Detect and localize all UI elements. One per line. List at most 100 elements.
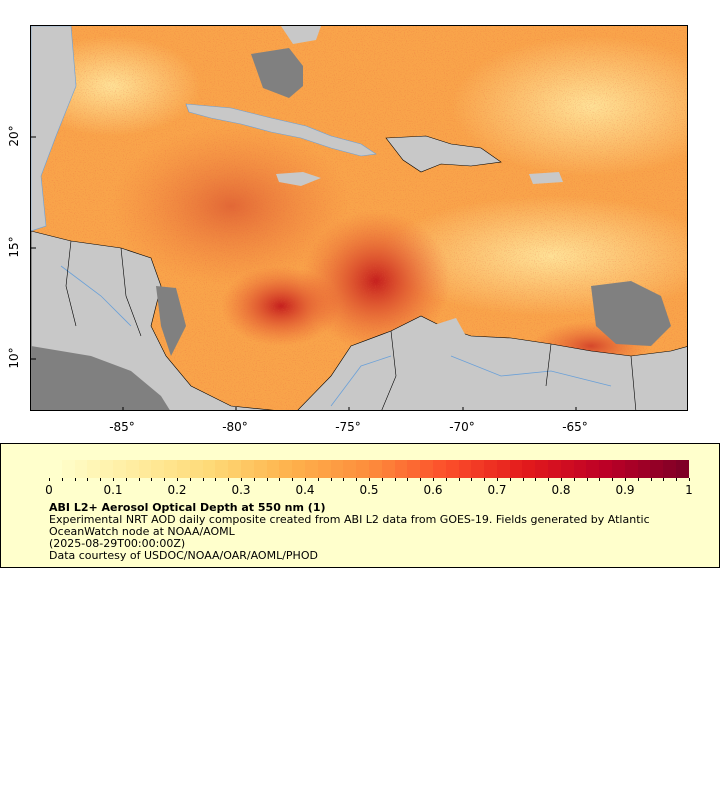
colorbar-minor-tick	[458, 478, 460, 481]
colorbar-cell	[445, 460, 459, 478]
colorbar-tick-label: 1	[685, 483, 693, 497]
colorbar-minor-tick	[305, 478, 306, 481]
colorbar-tick-label: 0.5	[359, 483, 379, 497]
colorbar-ticks: 0 0.1 0.2 0.3 0.4 0.5 0.6 0.7 0.8 0.9 1	[45, 478, 693, 498]
colorbar-cell	[381, 460, 395, 478]
colorbar-cell	[663, 460, 677, 478]
colorbar-minor-tick	[586, 478, 588, 481]
colorbar-cell	[599, 460, 613, 478]
colorbar-cell	[279, 460, 293, 478]
no-data-patch-southeast	[591, 281, 671, 346]
puerto-rico-landmass	[529, 172, 563, 184]
legend-credit: Data courtesy of USDOC/NOAA/OAR/AOML/PHO…	[49, 549, 318, 562]
legend-desc-line: Experimental NRT AOD daily composite cre…	[49, 513, 650, 538]
colorbar-minor-tick	[151, 478, 153, 481]
colorbar-cell	[548, 460, 561, 478]
colorbar-cell	[624, 460, 638, 478]
colorbar-minor-tick	[215, 478, 217, 481]
x-tick-label: -70°	[449, 420, 475, 434]
rivers	[60, 265, 612, 407]
colorbar-cell	[74, 460, 88, 478]
colorbar-tick-label: 0.3	[231, 483, 251, 497]
colorbar-minor-tick	[330, 478, 332, 481]
colorbar-minor-tick	[61, 478, 63, 481]
colorbar-minor-tick	[394, 478, 396, 481]
colorbar-cell	[471, 460, 485, 478]
colorbar-cell	[420, 460, 433, 478]
colorbar-minor-tick	[471, 478, 473, 481]
colorbar-cell	[202, 460, 216, 478]
colorbar-minor-tick	[356, 478, 358, 481]
colorbar-minor-tick	[573, 478, 575, 481]
colorbar-cell	[535, 460, 549, 478]
legend-description: Experimental NRT AOD daily composite cre…	[49, 514, 689, 562]
colorbar-cell	[637, 460, 651, 478]
colorbar-cell	[176, 460, 190, 478]
hispaniola-landmass	[385, 135, 502, 173]
colorbar-minor-tick	[202, 478, 204, 481]
colorbar-minor-tick	[484, 478, 486, 481]
colorbar-cell	[112, 460, 126, 478]
colorbar-cell	[676, 460, 689, 478]
colorbar-minor-tick	[189, 478, 191, 481]
colorbar-minor-tick	[535, 478, 537, 481]
jamaica-landmass	[276, 172, 321, 186]
no-data-patch-pacific	[31, 346, 170, 410]
colorbar-cell	[394, 460, 408, 478]
colorbar-tick-label: 0.9	[615, 483, 635, 497]
colorbar-minor-tick	[637, 478, 639, 481]
colorbar-minor-tick	[407, 478, 409, 481]
south-america-landmass	[297, 315, 687, 410]
colorbar-cell	[215, 460, 229, 478]
y-tick-label: 10°	[7, 347, 21, 369]
colorbar-minor-tick	[522, 478, 524, 481]
colorbar-tick-label: 0.7	[487, 483, 507, 497]
colorbar-cell	[87, 460, 101, 478]
colorbar-minor-tick	[100, 478, 102, 481]
legend-title: ABI L2+ Aerosol Optical Depth at 550 nm …	[49, 501, 326, 514]
colorbar-tick-label: 0.8	[551, 483, 571, 497]
yucatan-landmass	[31, 26, 77, 232]
colorbar-minor-tick	[164, 478, 166, 481]
colorbar-tick-label: 0	[45, 483, 53, 497]
colorbar-cell	[586, 460, 600, 478]
legend-date: (2025-08-29T00:00:00Z)	[49, 537, 186, 550]
colorbar-minor-tick	[125, 478, 127, 481]
colorbar-minor-tick	[381, 478, 383, 481]
colorbar-cell	[612, 460, 625, 478]
colorbar-cell	[253, 460, 267, 478]
x-tick-label: -80°	[222, 420, 248, 434]
colorbar-cell	[189, 460, 203, 478]
colorbar-cell	[138, 460, 152, 478]
colorbar-cell	[573, 460, 587, 478]
florida-landmass	[281, 26, 321, 44]
colorbar	[49, 460, 689, 478]
colorbar-minor-tick	[49, 478, 50, 481]
colorbar-tick-label: 0.2	[167, 483, 187, 497]
colorbar-cell	[304, 460, 318, 478]
colorbar-minor-tick	[253, 478, 255, 481]
colorbar-minor-tick	[676, 478, 678, 481]
colorbar-minor-tick	[74, 478, 76, 481]
axis-ticks	[31, 136, 577, 410]
colorbar-minor-tick	[177, 478, 178, 481]
colorbar-cell	[458, 460, 472, 478]
colorbar-cell	[292, 460, 305, 478]
colorbar-minor-tick	[599, 478, 601, 481]
cuba-landmass	[185, 103, 377, 157]
y-tick-label: 15°	[7, 236, 21, 258]
colorbar-cell	[317, 460, 331, 478]
colorbar-tick-label: 0.4	[295, 483, 315, 497]
colorbar-minor-tick	[420, 478, 422, 481]
colorbar-minor-tick	[138, 478, 140, 481]
colorbar-cell	[125, 460, 139, 478]
colorbar-minor-tick	[445, 478, 447, 481]
colorbar-minor-tick	[317, 478, 319, 481]
colorbar-cell	[496, 460, 510, 478]
colorbar-cell	[164, 460, 177, 478]
colorbar-minor-tick	[343, 478, 345, 481]
colorbar-minor-tick	[113, 478, 114, 481]
colorbar-minor-tick	[228, 478, 230, 481]
no-data-patch-north	[251, 48, 303, 98]
colorbar-cell	[330, 460, 344, 478]
